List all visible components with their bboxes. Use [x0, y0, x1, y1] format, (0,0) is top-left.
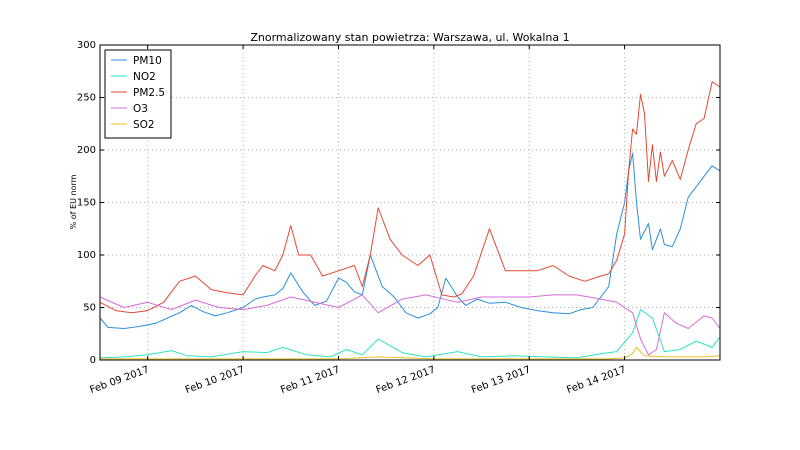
y-tick-label: 150	[77, 198, 96, 209]
series-line-no2	[99, 309, 721, 359]
series-line-o3	[99, 294, 721, 356]
series-line-pm25	[99, 81, 721, 314]
legend-label: PM10	[133, 55, 162, 67]
legend-label: NO2	[133, 71, 156, 83]
legend-label: SO2	[133, 119, 155, 131]
legend: PM10 NO2 PM2.5 O3 SO2	[104, 49, 172, 139]
legend-box	[104, 49, 172, 139]
y-tick-label: 250	[77, 93, 96, 104]
y-tick-label: 100	[77, 250, 96, 261]
legend-label: O3	[133, 103, 148, 115]
y-tick-label: 200	[77, 145, 96, 156]
chart-title: Znormalizowany stan powietrza: Warszawa,…	[250, 31, 569, 44]
legend-label: PM2.5	[133, 87, 165, 99]
y-tick-label: 300	[77, 40, 96, 51]
series-group	[99, 81, 721, 360]
y-tick-label: 50	[83, 303, 96, 314]
y-tick-label: 0	[90, 355, 96, 366]
grid	[100, 45, 720, 360]
series-line-so2	[100, 346, 721, 360]
series-line-pm10	[99, 152, 721, 329]
y-axis-label: % of EU norm	[69, 174, 78, 229]
